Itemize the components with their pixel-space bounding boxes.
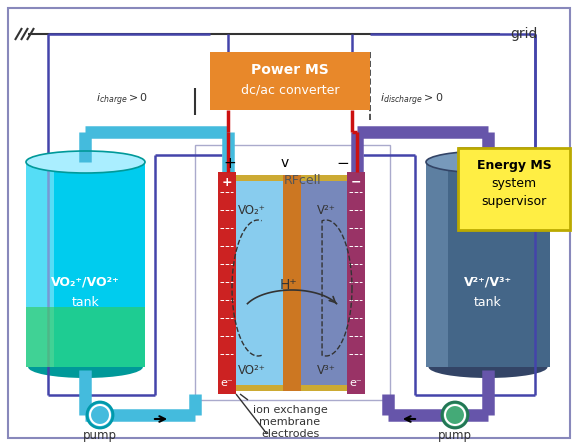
Text: tank: tank	[71, 296, 100, 309]
Text: +: +	[224, 156, 236, 170]
Text: VO₂⁺/VO²⁺: VO₂⁺/VO²⁺	[51, 276, 120, 289]
Bar	[218, 172, 236, 394]
Text: +: +	[222, 175, 232, 189]
Text: −: −	[336, 156, 349, 170]
Text: ion exchange: ion exchange	[253, 405, 328, 415]
Circle shape	[87, 402, 113, 428]
Text: membrane: membrane	[260, 417, 321, 427]
Bar	[222, 175, 292, 391]
Text: Power MS: Power MS	[251, 63, 329, 77]
Bar	[426, 162, 448, 367]
Bar	[222, 385, 362, 391]
Bar	[426, 162, 550, 367]
Bar	[26, 162, 145, 367]
Text: system: system	[492, 178, 537, 190]
Text: $i_{discharge}>0$: $i_{discharge}>0$	[380, 92, 444, 108]
Bar	[292, 175, 362, 391]
Bar	[347, 172, 365, 394]
Ellipse shape	[28, 356, 143, 378]
Ellipse shape	[428, 356, 547, 378]
Text: RFcell: RFcell	[284, 174, 321, 187]
Text: Energy MS: Energy MS	[476, 160, 551, 173]
Ellipse shape	[426, 151, 550, 173]
Text: supervisor: supervisor	[481, 194, 547, 207]
Text: electrodes: electrodes	[261, 429, 319, 439]
Ellipse shape	[26, 151, 145, 173]
Bar	[26, 307, 145, 367]
Bar	[283, 175, 301, 391]
Bar	[222, 175, 362, 181]
Text: −: −	[351, 175, 361, 189]
Text: dc/ac converter: dc/ac converter	[241, 83, 339, 96]
Text: H⁺: H⁺	[279, 278, 297, 292]
Text: VO²⁺: VO²⁺	[238, 363, 266, 376]
Text: e⁻: e⁻	[350, 378, 362, 388]
Text: e⁻: e⁻	[220, 378, 233, 388]
Bar	[458, 148, 570, 230]
Text: V²⁺/V³⁺: V²⁺/V³⁺	[464, 276, 512, 289]
Text: tank: tank	[474, 296, 502, 309]
Text: V²⁺: V²⁺	[316, 203, 335, 216]
Text: VO₂⁺: VO₂⁺	[238, 203, 266, 216]
Bar	[210, 52, 370, 110]
Circle shape	[442, 402, 468, 428]
Text: v: v	[281, 156, 289, 170]
Bar	[26, 162, 54, 367]
Text: pump: pump	[83, 429, 117, 442]
Text: $i_{charge}>0$: $i_{charge}>0$	[96, 92, 148, 108]
Text: V³⁺: V³⁺	[316, 363, 335, 376]
Text: pump: pump	[438, 429, 472, 442]
Text: grid: grid	[510, 27, 537, 41]
Bar	[195, 145, 390, 400]
